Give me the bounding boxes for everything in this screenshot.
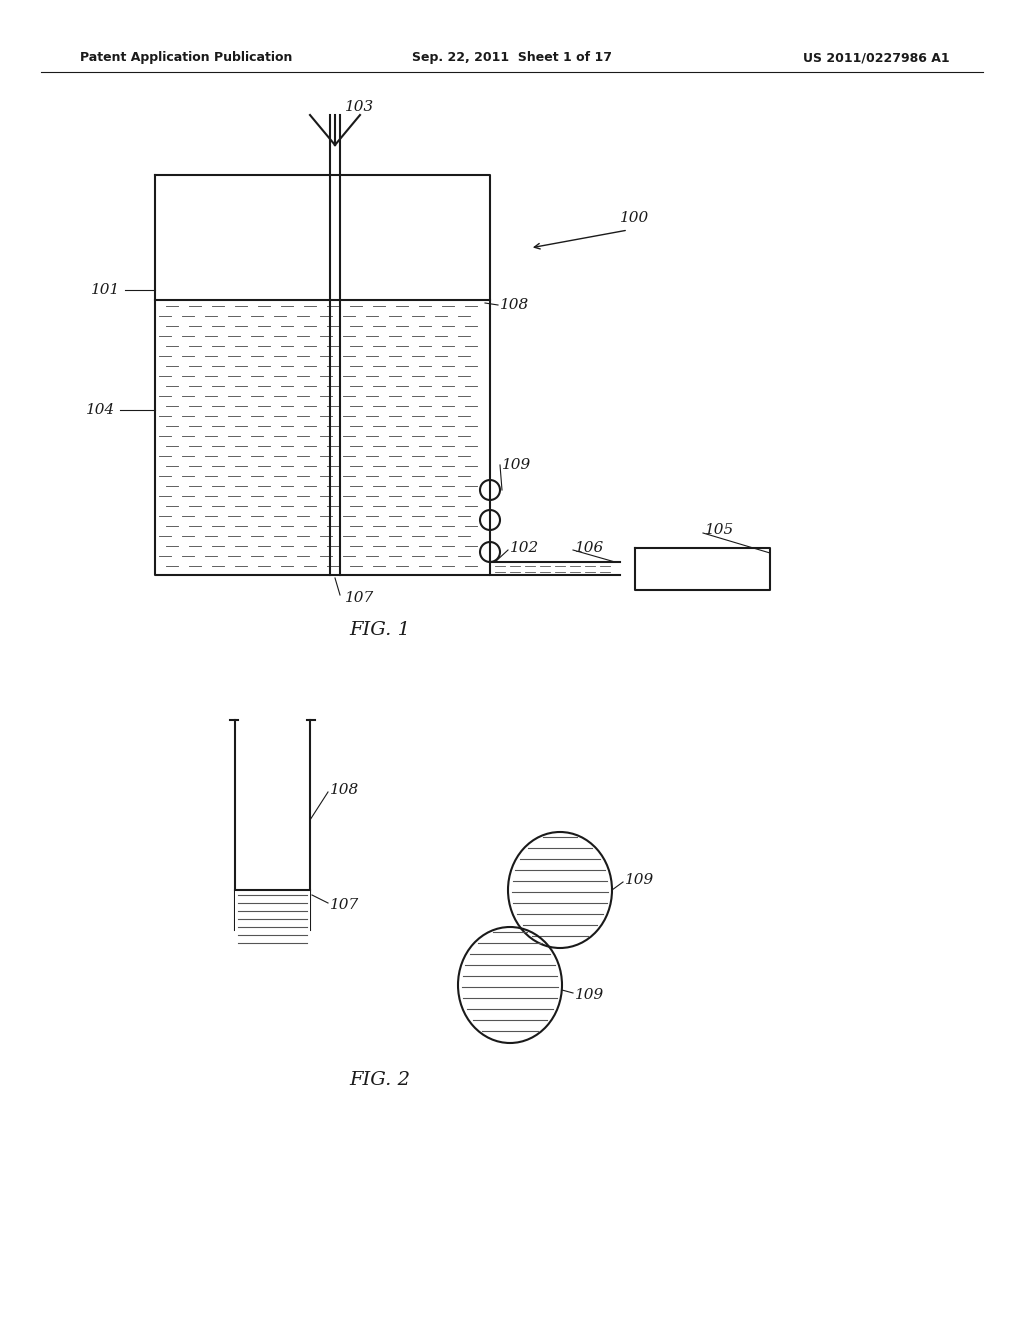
- Text: 109: 109: [625, 873, 654, 887]
- Text: 109: 109: [575, 987, 604, 1002]
- Text: 107: 107: [330, 898, 359, 912]
- Text: 107: 107: [345, 591, 374, 605]
- Text: 106: 106: [575, 541, 604, 554]
- Text: US 2011/0227986 A1: US 2011/0227986 A1: [804, 51, 950, 65]
- Text: FIG. 1: FIG. 1: [349, 620, 411, 639]
- Text: 108: 108: [500, 298, 529, 312]
- Polygon shape: [234, 890, 310, 950]
- Text: 101: 101: [91, 282, 120, 297]
- Text: 108: 108: [330, 783, 359, 797]
- Text: FIG. 2: FIG. 2: [349, 1071, 411, 1089]
- Text: Patent Application Publication: Patent Application Publication: [80, 51, 293, 65]
- Text: Sep. 22, 2011  Sheet 1 of 17: Sep. 22, 2011 Sheet 1 of 17: [412, 51, 612, 65]
- Text: 104: 104: [86, 403, 115, 417]
- Text: 102: 102: [510, 541, 540, 554]
- Text: 105: 105: [705, 523, 734, 537]
- Text: 103: 103: [345, 100, 374, 114]
- Text: 109: 109: [502, 458, 531, 473]
- Text: 100: 100: [620, 211, 649, 224]
